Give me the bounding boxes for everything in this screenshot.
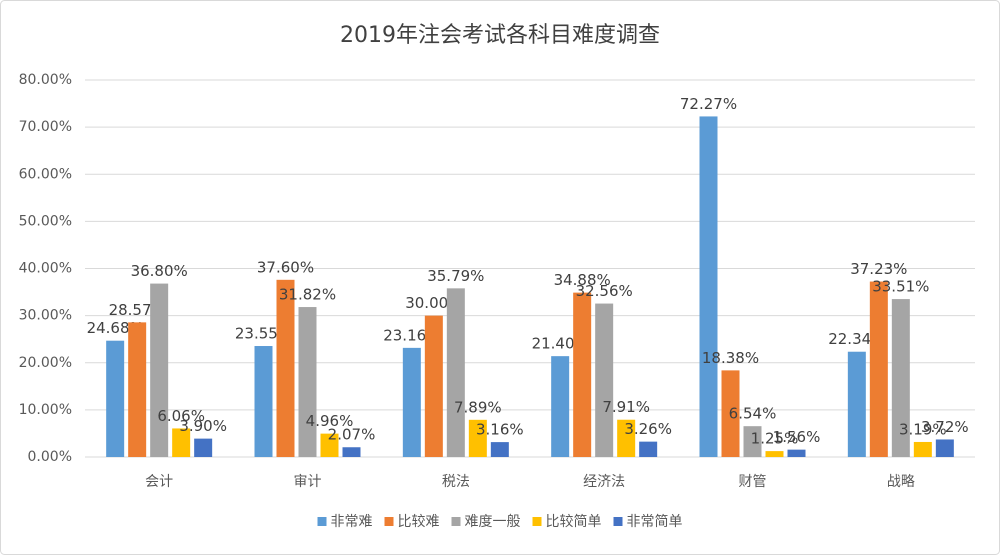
data-label: 6.06% — [157, 407, 205, 425]
legend-swatch — [317, 517, 327, 526]
legend-swatch — [451, 517, 461, 526]
legend-swatch — [613, 517, 623, 526]
legend-swatch — [532, 517, 542, 526]
x-tick-label: 战略 — [887, 474, 915, 490]
data-label: 36.80% — [131, 262, 188, 280]
data-label: 1.25% — [751, 430, 799, 448]
y-tick-label: 60.00% — [19, 166, 72, 182]
y-tick-label: 70.00% — [19, 119, 72, 135]
data-label: 37.23% — [850, 260, 907, 278]
bar — [106, 340, 125, 457]
bar — [402, 347, 421, 457]
data-label: 4.96% — [306, 412, 354, 430]
data-label: 6.54% — [729, 405, 777, 423]
data-label: 3.90% — [179, 417, 227, 435]
chart-title: 2019年注会考试各科目难度调查 — [340, 23, 660, 48]
bar — [446, 288, 465, 457]
y-tick-label: 20.00% — [19, 355, 72, 371]
legend-label: 非常难 — [331, 514, 373, 530]
y-tick-label: 10.00% — [19, 402, 72, 418]
bar — [595, 303, 614, 457]
data-label: 35.79% — [427, 267, 484, 285]
data-label: 37.60% — [257, 258, 314, 276]
bar — [721, 370, 740, 457]
y-tick-label: 30.00% — [19, 308, 72, 324]
bar — [194, 438, 213, 457]
bar — [891, 299, 910, 457]
bar — [869, 281, 888, 457]
data-label: 32.56% — [576, 282, 633, 300]
x-tick-label: 税法 — [442, 474, 470, 490]
bar — [276, 279, 295, 457]
bar — [639, 441, 658, 457]
bar — [551, 356, 570, 457]
data-label: 72.27% — [680, 95, 737, 113]
legend-label: 比较简单 — [546, 513, 602, 530]
data-label: 1.56% — [773, 428, 821, 446]
bar — [150, 283, 169, 457]
x-tick-label: 财管 — [739, 474, 767, 490]
legend-label: 非常简单 — [627, 513, 683, 530]
data-label: 18.38% — [702, 349, 759, 367]
data-label: 31.82% — [279, 286, 336, 304]
data-label: 33.51% — [872, 278, 929, 296]
bar — [320, 433, 339, 457]
y-tick-label: 50.00% — [19, 213, 72, 229]
data-label: 7.91% — [602, 398, 650, 416]
bar — [128, 322, 147, 457]
x-tick-label: 审计 — [294, 474, 322, 490]
bar — [617, 419, 636, 457]
x-tick-label: 经济法 — [583, 474, 625, 490]
legend-label: 比较难 — [398, 514, 440, 530]
y-tick-label: 80.00% — [19, 72, 72, 88]
legend-label: 难度一般 — [465, 514, 521, 530]
bar — [342, 447, 361, 457]
bar — [743, 426, 762, 457]
bar — [424, 315, 443, 457]
bar — [935, 439, 954, 457]
y-tick-label: 0.00% — [28, 449, 72, 465]
bar — [847, 351, 866, 457]
y-tick-label: 40.00% — [19, 261, 72, 277]
bar — [913, 441, 932, 457]
data-label: 3.16% — [476, 421, 524, 439]
bar — [254, 346, 273, 457]
bar — [468, 419, 487, 457]
bar — [172, 428, 191, 457]
data-label: 3.72% — [921, 418, 969, 436]
data-label: 3.26% — [624, 420, 672, 438]
legend-swatch — [384, 517, 394, 526]
x-tick-label: 会计 — [145, 474, 173, 490]
bar — [490, 442, 509, 457]
data-label: 7.89% — [454, 398, 502, 416]
data-label: 2.07% — [328, 426, 376, 444]
bar — [765, 451, 784, 457]
bar — [787, 449, 806, 457]
data-label: 3.19% — [899, 420, 947, 438]
bar — [573, 292, 592, 457]
bar — [298, 307, 317, 457]
bar — [699, 116, 718, 458]
data-label: 34.88% — [554, 271, 611, 289]
